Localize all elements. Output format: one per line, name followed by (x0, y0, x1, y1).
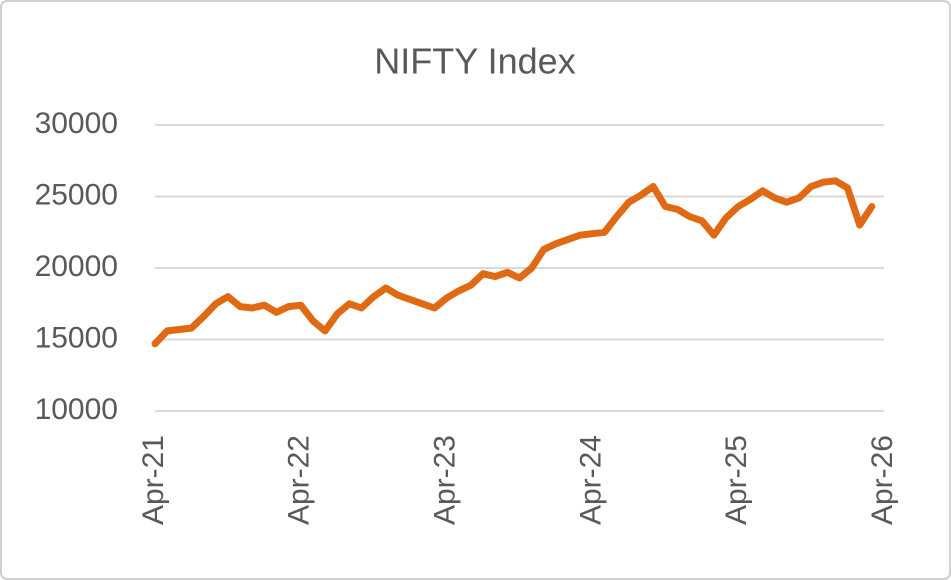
x-tick-label: Apr-24 (574, 435, 607, 525)
chart-title: NIFTY Index (374, 41, 575, 82)
y-tick-label: 15000 (35, 321, 118, 354)
y-tick-label: 25000 (35, 178, 118, 211)
data-line (151, 177, 876, 348)
x-tick-label: Apr-22 (283, 435, 316, 525)
y-tick-label: 10000 (35, 393, 118, 426)
y-tick-label: 20000 (35, 250, 118, 283)
y-tick-label: 30000 (35, 107, 118, 140)
x-tick-label: Apr-26 (866, 435, 899, 525)
x-tick-label: Apr-25 (720, 435, 753, 525)
x-tick-label: Apr-23 (429, 435, 462, 525)
x-tick-label: Apr-21 (137, 435, 170, 525)
